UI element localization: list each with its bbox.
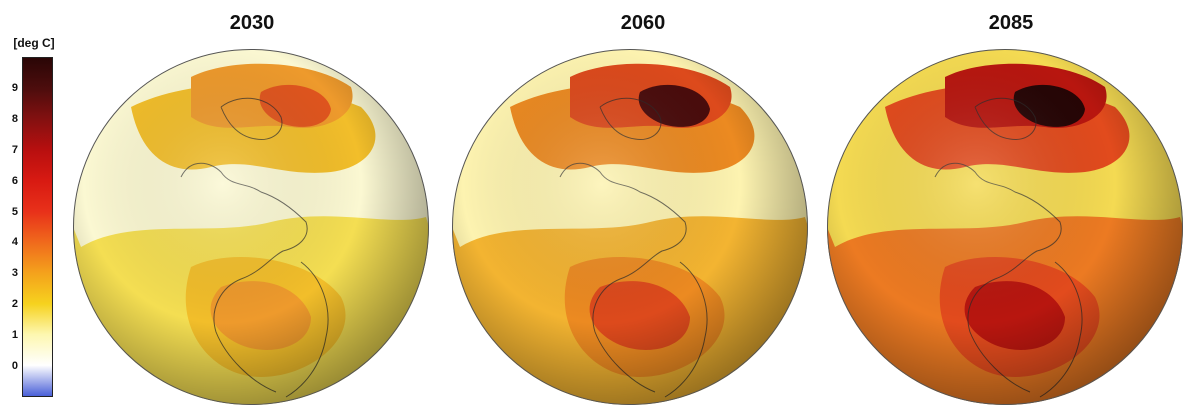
colorbar-tick-label: 3: [11, 267, 18, 280]
colorbar-tick-label: 9: [11, 81, 18, 94]
colorbar-tick-label: 7: [11, 143, 18, 156]
colorbar-tick-label: 5: [11, 205, 18, 218]
globe-title-2085: 2085: [988, 12, 1034, 34]
colorbar-tick-label: 1: [11, 329, 18, 342]
globe-title-2060: 2060: [620, 12, 666, 34]
colorbar-tick-label: 8: [11, 112, 18, 125]
colorbar-tick-label: 6: [11, 174, 18, 187]
globe-outline: [73, 49, 429, 405]
colorbar-tick-label: 4: [11, 236, 18, 249]
colorbar-unit-label: [deg C]: [13, 36, 55, 50]
colorbar-tick-label: 0: [11, 360, 18, 373]
globe-2060: [450, 47, 810, 407]
colorbar: [22, 57, 53, 397]
globe-shading: [73, 49, 429, 405]
globe-shading: [452, 49, 808, 405]
globe-outline: [452, 49, 808, 405]
globe-shading: [827, 49, 1183, 405]
globe-2030: [71, 47, 431, 407]
colorbar-tick-label: 2: [11, 298, 18, 311]
globe-2085: [825, 47, 1183, 407]
globe-title-2030: 2030: [229, 12, 275, 34]
